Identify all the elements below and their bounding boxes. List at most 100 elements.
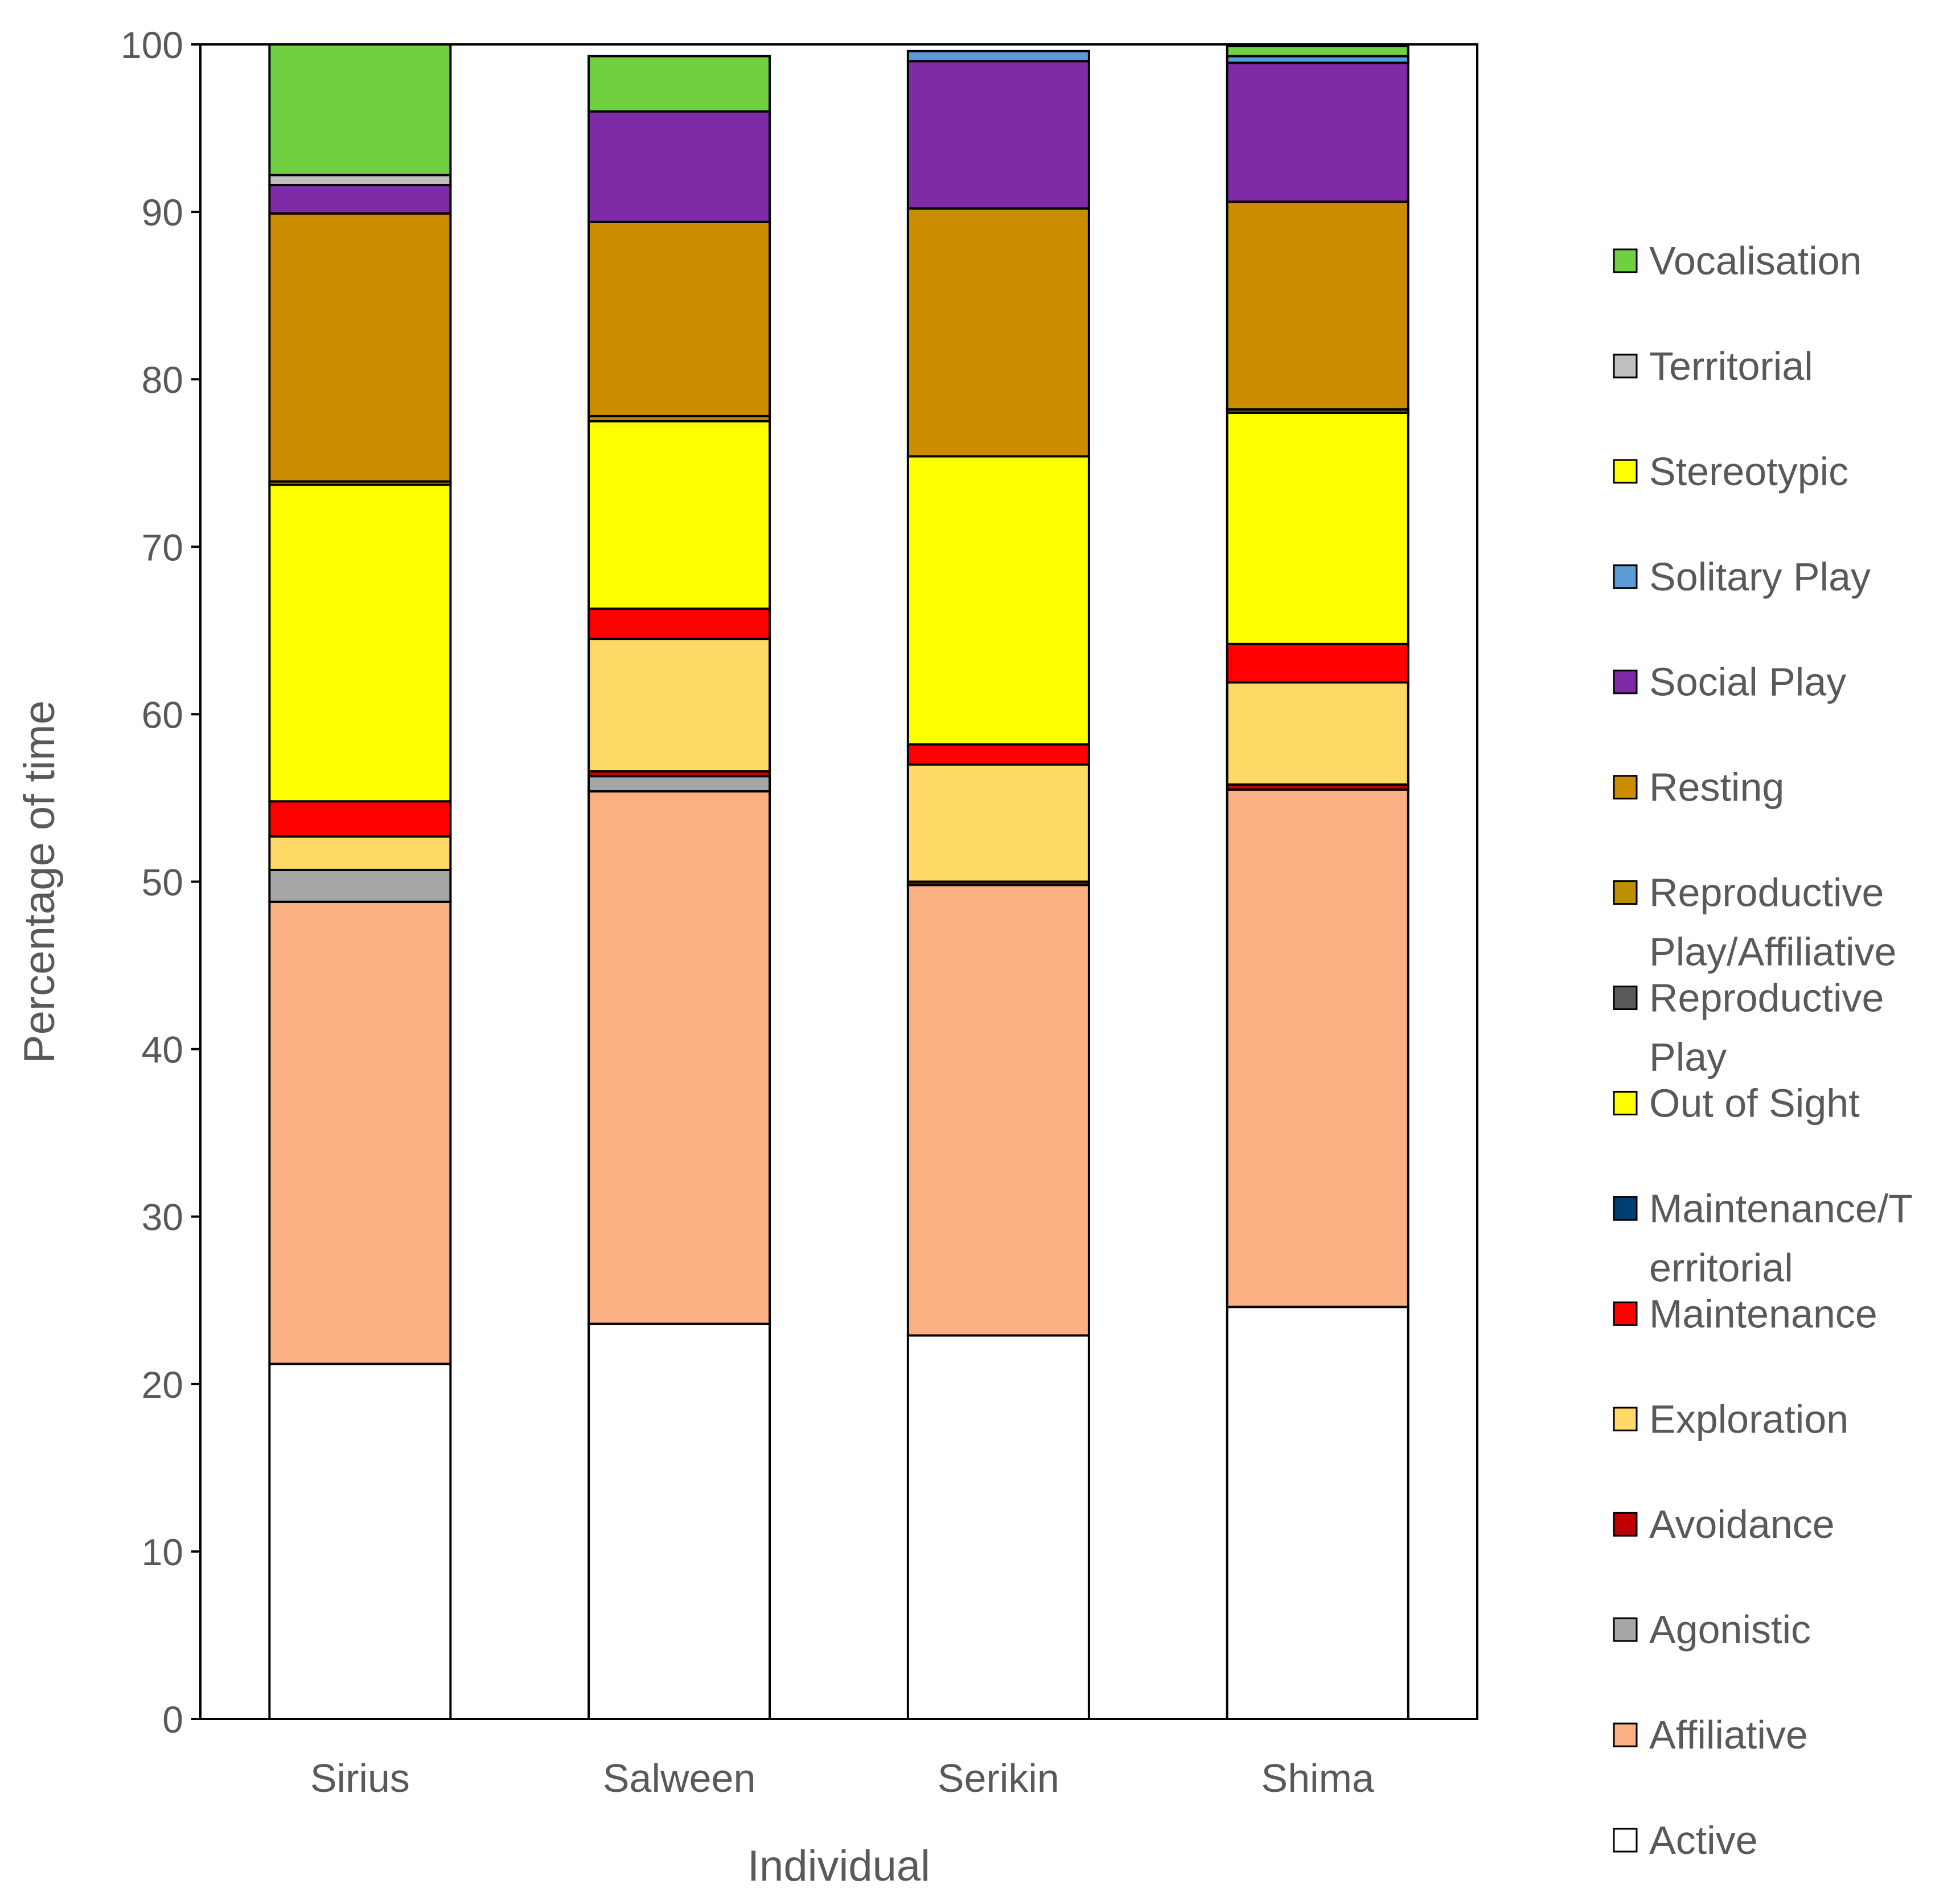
legend-label-line2: Play xyxy=(1649,1035,1727,1080)
bar-segment-vocalisation xyxy=(268,43,452,177)
legend-item-exploration: Exploration xyxy=(1613,1397,1848,1441)
legend-label: Maintenance xyxy=(1649,1291,1877,1336)
legend-item-agonistic: Agonistic xyxy=(1613,1607,1811,1652)
y-tick-label: 100 xyxy=(121,24,183,66)
bar-segment-exploration xyxy=(268,835,452,871)
legend-label: Reproductive xyxy=(1649,871,1884,915)
legend-item-stereotypic: Stereotypic xyxy=(1613,449,1848,494)
legend-label: Resting xyxy=(1649,765,1784,810)
bar-segment-affiliative xyxy=(1226,788,1410,1308)
legend-label: Out of Sight xyxy=(1649,1081,1860,1125)
bar-segment-maintenance xyxy=(587,608,771,641)
legend-swatch xyxy=(1613,986,1638,1011)
legend-label: Social Play xyxy=(1649,660,1846,704)
legend-swatch xyxy=(1613,1090,1638,1115)
y-tick-label: 60 xyxy=(142,693,183,736)
bar-stack-serikin xyxy=(906,50,1090,1720)
legend-swatch xyxy=(1613,564,1638,589)
legend-label: Exploration xyxy=(1649,1397,1848,1441)
y-axis-title: Percentage of time xyxy=(15,700,64,1064)
legend-label: Territorial xyxy=(1649,344,1813,388)
bar-segment-resting xyxy=(906,207,1090,458)
legend-item-territorial: Territorial xyxy=(1613,344,1813,388)
y-tick-label: 80 xyxy=(142,359,183,401)
x-tick-label: Sirius xyxy=(310,1756,410,1800)
legend-swatch xyxy=(1613,775,1638,800)
bar-segment-affiliative xyxy=(268,900,452,1365)
legend-item-active: Active xyxy=(1613,1818,1758,1862)
legend-item-reproductive-play: Reproductive Play xyxy=(1613,976,1884,1080)
legend-item-resting: Resting xyxy=(1613,765,1784,810)
x-axis-title: Individual xyxy=(747,1842,930,1890)
y-tick-label: 20 xyxy=(142,1364,183,1406)
bar-segment-out-of-sight xyxy=(587,420,771,610)
bar-segment-vocalisation xyxy=(587,55,771,113)
bar-segment-social-play xyxy=(1226,61,1410,203)
legend-item-vocalisation: Vocalisation xyxy=(1613,239,1862,283)
legend-swatch xyxy=(1613,459,1638,484)
x-tick-label: Serikin xyxy=(938,1756,1059,1800)
bar-segment-agonistic xyxy=(268,868,452,903)
bar-stack-salween xyxy=(587,55,771,1721)
y-tick-label: 70 xyxy=(142,526,183,568)
x-tick-label: Salween xyxy=(603,1756,756,1800)
bar-segment-solitary-play xyxy=(906,50,1090,63)
bar-segment-maintenance xyxy=(268,800,452,838)
bar-segment-affiliative xyxy=(906,884,1090,1337)
bar-segment-vocalisation xyxy=(1226,44,1410,58)
bar-segment-resting xyxy=(268,212,452,483)
legend-label: Reproductive xyxy=(1649,976,1884,1020)
legend-swatch xyxy=(1613,1512,1638,1537)
legend-label: Avoidance xyxy=(1649,1502,1835,1546)
legend-swatch xyxy=(1613,1722,1638,1747)
legend-item-reproductive-play-affiliative: Reproductive Play/Affiliative xyxy=(1613,871,1896,974)
bar-stack-shima xyxy=(1226,44,1410,1720)
legend-label-line2: erritorial xyxy=(1649,1245,1793,1290)
bar-segment-maintenance xyxy=(906,743,1090,766)
legend-item-avoidance: Avoidance xyxy=(1613,1502,1835,1546)
legend-item-affiliative: Affiliative xyxy=(1613,1713,1808,1757)
y-tick-label: 40 xyxy=(142,1029,183,1071)
legend-swatch xyxy=(1613,1617,1638,1642)
bar-segment-active xyxy=(587,1322,771,1721)
legend-label-line2: Play/Affiliative xyxy=(1649,930,1896,974)
y-tick-label: 30 xyxy=(142,1196,183,1238)
legend-swatch xyxy=(1613,1196,1638,1221)
bar-segment-exploration xyxy=(906,763,1090,883)
bar-segment-active xyxy=(1226,1306,1410,1720)
bar-segment-affiliative xyxy=(587,790,771,1325)
bar-segment-social-play xyxy=(906,60,1090,210)
bar-segment-active xyxy=(906,1334,1090,1720)
y-tick-label: 10 xyxy=(142,1531,183,1573)
y-tick-label: 0 xyxy=(162,1698,183,1741)
legend-swatch xyxy=(1613,1301,1638,1326)
bar-segment-out-of-sight xyxy=(906,455,1090,746)
axes-layer: 0 10 20 30 40 50 60 70 80 90 100 Sirius Salween Serik… xyxy=(15,24,1478,1890)
legend-swatch xyxy=(1613,1406,1638,1431)
legend-item-out-of-sight: Out of Sight xyxy=(1613,1081,1860,1125)
y-tick-label: 90 xyxy=(142,191,183,233)
legend-label: Vocalisation xyxy=(1649,239,1862,283)
y-tick-label: 50 xyxy=(142,861,183,904)
bar-segment-social-play xyxy=(268,184,452,215)
bar-segment-out-of-sight xyxy=(1226,412,1410,645)
bar-segment-active xyxy=(268,1363,452,1721)
legend-label: Agonistic xyxy=(1649,1607,1811,1652)
legend-label: Solitary Play xyxy=(1649,555,1871,599)
legend-swatch xyxy=(1613,354,1638,379)
bar-segment-exploration xyxy=(1226,681,1410,786)
legend-label: Stereotypic xyxy=(1649,449,1848,494)
legend: Vocalisation Territorial Stereotypic Solita… xyxy=(1613,239,1913,1862)
legend-label: Active xyxy=(1649,1818,1758,1862)
legend-item-maintenance-territorial: Maintenance/T erritorial xyxy=(1613,1186,1913,1290)
legend-swatch xyxy=(1613,880,1638,905)
bar-segment-maintenance xyxy=(1226,642,1410,684)
legend-item-maintenance: Maintenance xyxy=(1613,1291,1877,1336)
bar-segment-resting xyxy=(1226,200,1410,411)
legend-swatch xyxy=(1613,670,1638,695)
bar-segment-exploration xyxy=(587,638,771,773)
bar-segment-out-of-sight xyxy=(268,483,452,803)
bar-segment-resting xyxy=(587,220,771,417)
